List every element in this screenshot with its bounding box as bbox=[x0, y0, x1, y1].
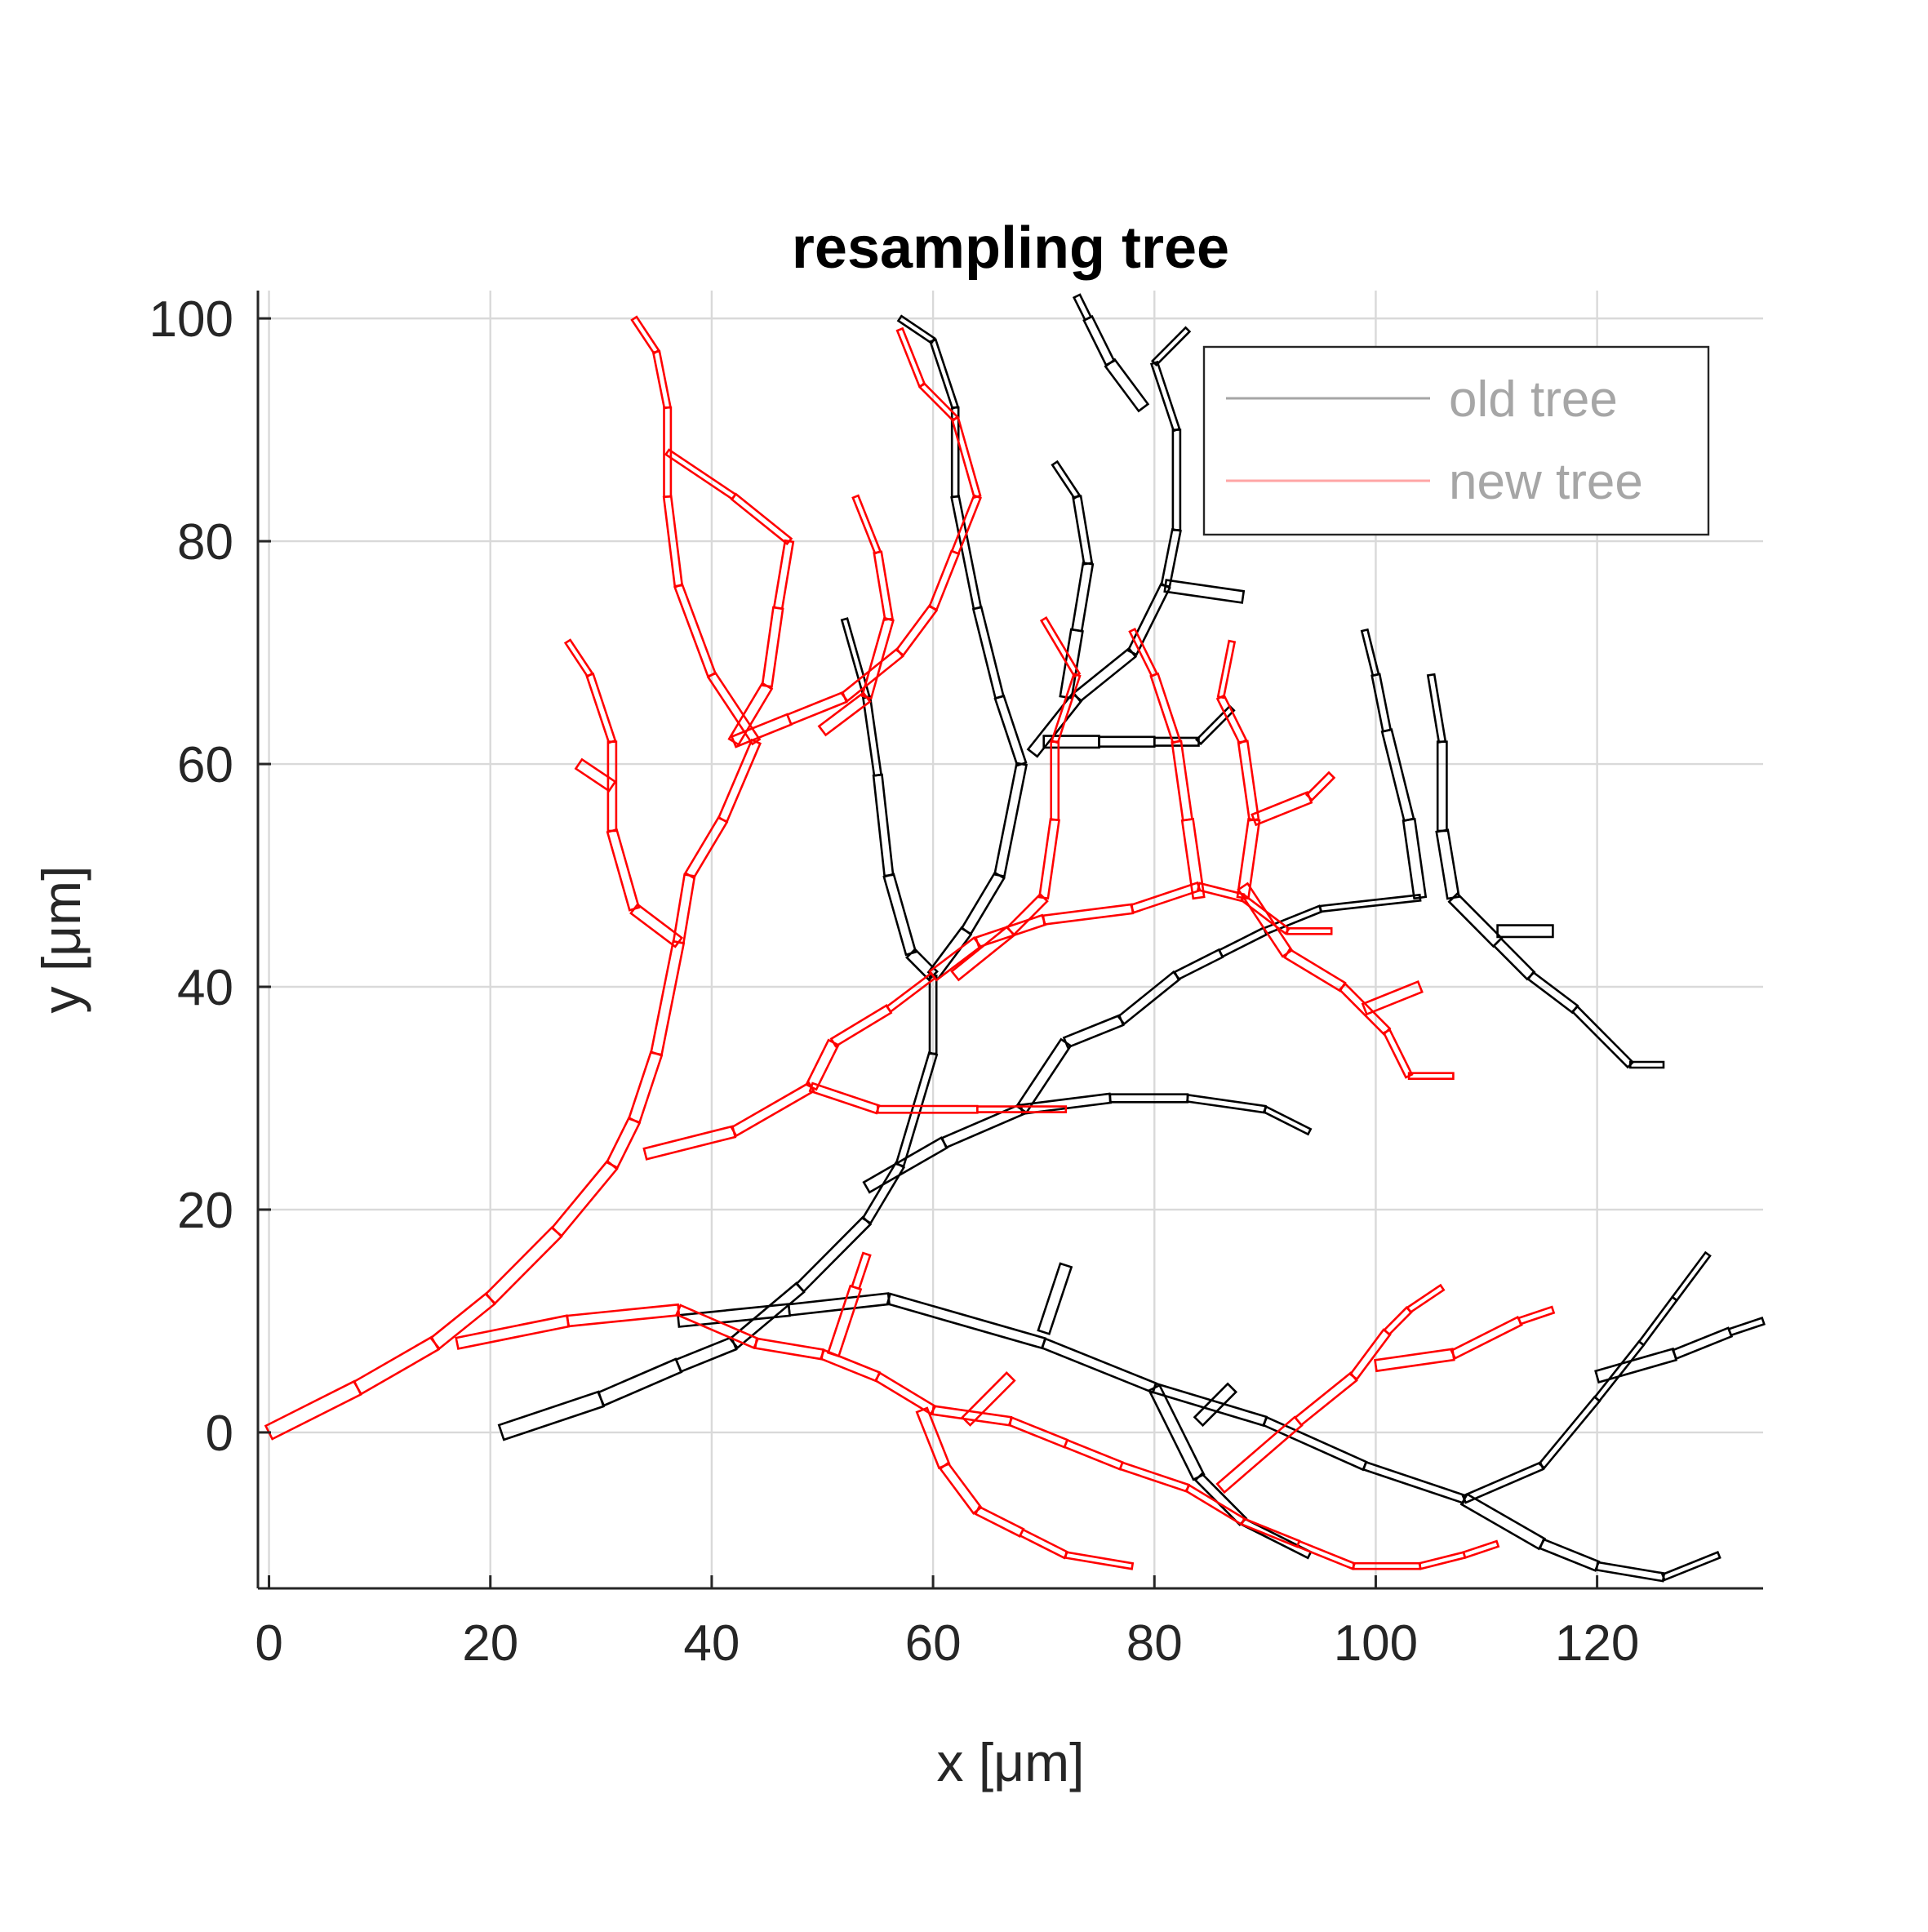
chart-title: resampling tree bbox=[792, 215, 1229, 281]
segment-new-tree bbox=[826, 1284, 863, 1358]
segment-new-tree bbox=[1064, 1551, 1135, 1570]
segment-old-tree bbox=[940, 1103, 1025, 1149]
segment-old-tree bbox=[1360, 628, 1380, 677]
series-layer bbox=[264, 293, 1766, 1583]
segment-new-tree bbox=[1382, 1028, 1414, 1079]
segment-old-tree bbox=[1435, 828, 1460, 900]
segment-new-tree bbox=[961, 1371, 1016, 1427]
segment-new-tree bbox=[829, 1004, 893, 1048]
legend-label-old-tree: old tree bbox=[1449, 371, 1618, 428]
y-tick-label: 20 bbox=[177, 1183, 233, 1239]
segment-old-tree bbox=[1318, 893, 1422, 913]
segment-new-tree bbox=[1338, 982, 1392, 1036]
x-tick-label: 120 bbox=[1555, 1615, 1639, 1672]
x-axis-label: x [μm] bbox=[936, 1732, 1084, 1792]
segment-old-tree bbox=[1262, 1105, 1313, 1136]
segment-new-tree bbox=[1517, 1305, 1556, 1326]
y-tick-label: 40 bbox=[177, 960, 233, 1016]
segment-new-tree bbox=[1196, 882, 1246, 903]
segment-old-tree bbox=[1727, 1316, 1766, 1337]
segment-old-tree bbox=[1015, 1037, 1073, 1114]
y-tick-label: 80 bbox=[177, 514, 233, 571]
ticks-layer: 0 20 40 60 80 100 120 0 20 40 60 80 100 bbox=[149, 291, 1640, 1672]
segment-new-tree bbox=[805, 1038, 840, 1091]
segment-old-tree bbox=[1629, 1060, 1665, 1069]
segment-new-tree bbox=[574, 757, 617, 793]
segment-old-tree bbox=[1594, 1347, 1678, 1384]
series-new-tree bbox=[264, 315, 1556, 1570]
segment-new-tree bbox=[895, 326, 926, 388]
segment-old-tree bbox=[1436, 740, 1448, 833]
segment-new-tree bbox=[606, 828, 641, 912]
x-tick-label: 0 bbox=[255, 1615, 282, 1672]
legend-box bbox=[1202, 345, 1710, 536]
segment-new-tree bbox=[1407, 1072, 1455, 1080]
segment-new-tree bbox=[1129, 881, 1202, 914]
segment-old-tree bbox=[896, 314, 936, 345]
segment-old-tree bbox=[905, 948, 939, 982]
segment-old-tree bbox=[1670, 1250, 1712, 1303]
x-tick-label: 40 bbox=[683, 1615, 740, 1672]
segment-new-tree bbox=[1462, 1539, 1500, 1560]
x-tick-label: 20 bbox=[462, 1615, 518, 1672]
segment-new-tree bbox=[851, 1251, 872, 1290]
segment-new-tree bbox=[566, 1303, 681, 1328]
x-tick-label: 80 bbox=[1126, 1615, 1183, 1672]
segment-new-tree bbox=[1039, 616, 1082, 678]
segment-new-tree bbox=[563, 638, 594, 678]
segment-new-tree bbox=[918, 381, 959, 423]
segment-old-tree bbox=[928, 975, 938, 1055]
segment-new-tree bbox=[1286, 927, 1333, 935]
axes-layer bbox=[256, 291, 1763, 1590]
segment-old-tree bbox=[1037, 1262, 1073, 1335]
segment-old-tree bbox=[787, 1292, 891, 1317]
segment-new-tree bbox=[1215, 694, 1248, 745]
segment-old-tree bbox=[1082, 314, 1116, 366]
segment-new-tree bbox=[1283, 948, 1347, 993]
segment-old-tree bbox=[1051, 460, 1082, 500]
segment-old-tree bbox=[1426, 673, 1447, 744]
y-axis-label: y [μm] bbox=[31, 865, 91, 1013]
y-tick-label: 100 bbox=[149, 291, 233, 348]
segment-new-tree bbox=[629, 903, 684, 948]
segment-new-tree bbox=[772, 539, 795, 611]
segment-new-tree bbox=[1251, 791, 1313, 827]
segment-old-tree bbox=[1163, 579, 1246, 604]
segment-old-tree bbox=[1193, 1382, 1238, 1428]
segment-old-tree bbox=[1072, 293, 1093, 322]
segment-new-tree bbox=[1050, 740, 1060, 821]
segment-new-tree bbox=[1406, 1283, 1446, 1314]
segment-new-tree bbox=[672, 873, 696, 944]
x-tick-label: 100 bbox=[1334, 1615, 1418, 1672]
legend: old tree new tree bbox=[1202, 345, 1710, 536]
segment-new-tree bbox=[630, 315, 660, 355]
legend-label-new-tree: new tree bbox=[1449, 454, 1643, 510]
segment-new-tree bbox=[664, 448, 737, 501]
x-tick-label: 60 bbox=[905, 1615, 962, 1672]
y-tick-label: 60 bbox=[177, 737, 233, 793]
segment-new-tree bbox=[1216, 639, 1237, 700]
segment-old-tree bbox=[1660, 1551, 1721, 1582]
grid-layer bbox=[258, 291, 1763, 1588]
segment-new-tree bbox=[1304, 771, 1336, 802]
segment-old-tree bbox=[1671, 1326, 1734, 1361]
segment-old-tree bbox=[1149, 360, 1181, 433]
segment-old-tree bbox=[1150, 326, 1192, 367]
segment-new-tree bbox=[851, 494, 882, 555]
segment-old-tree bbox=[1104, 358, 1150, 413]
segment-new-tree bbox=[1450, 1315, 1523, 1360]
segment-old-tree bbox=[1496, 924, 1554, 939]
segment-new-tree bbox=[1128, 627, 1159, 678]
segment-new-tree bbox=[730, 1081, 815, 1138]
segment-new-tree bbox=[1361, 980, 1424, 1016]
segment-new-tree bbox=[976, 1105, 1068, 1113]
segment-new-tree bbox=[885, 971, 937, 1014]
y-tick-label: 0 bbox=[206, 1406, 233, 1462]
